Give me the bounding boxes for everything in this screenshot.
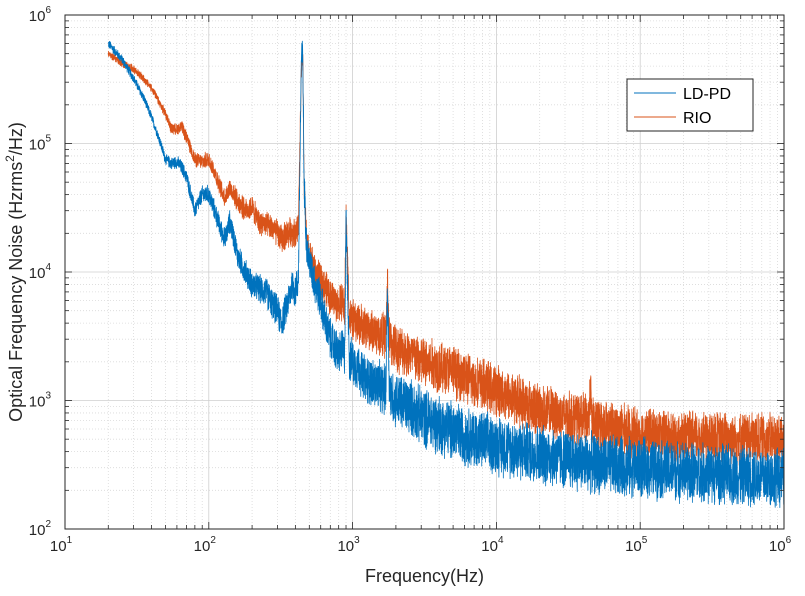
y-tick-label: 102: [29, 519, 52, 539]
y-tick-labels: 102 103 104 105 106: [29, 5, 52, 539]
x-axis-label: Frequency(Hz): [365, 566, 484, 586]
x-tick-label: 103: [337, 535, 360, 555]
x-tick-label: 105: [625, 535, 648, 555]
x-tick-label: 106: [769, 535, 792, 555]
axis-tick-marks: [64, 15, 784, 530]
x-tick-labels: 101 102 103 104 105 106: [50, 535, 792, 555]
series-line-rio: [107, 50, 784, 466]
x-tick-label: 104: [481, 535, 504, 555]
y-axis-label: Optical Frequency Noise (Hzrms2/Hz): [3, 122, 26, 422]
x-tick-label: 102: [194, 535, 217, 555]
legend: LD-PD RIO: [626, 78, 754, 132]
y-tick-label: 106: [29, 5, 52, 25]
legend-label-ld-pd: LD-PD: [683, 86, 731, 103]
y-tick-label: 103: [29, 391, 52, 411]
legend-box: [626, 78, 754, 132]
series-line-ld-pd: [108, 40, 784, 509]
y-tick-label: 105: [29, 134, 52, 154]
legend-label-rio: RIO: [683, 110, 711, 127]
y-tick-label: 104: [29, 262, 52, 282]
x-tick-label: 101: [50, 535, 73, 555]
series-layer: [107, 40, 784, 509]
